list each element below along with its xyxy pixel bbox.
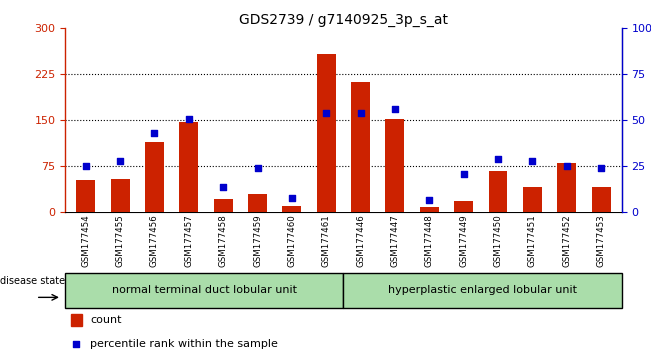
Point bbox=[424, 197, 434, 202]
Text: GSM177449: GSM177449 bbox=[459, 214, 468, 267]
Text: GSM177461: GSM177461 bbox=[322, 214, 331, 267]
Text: GSM177456: GSM177456 bbox=[150, 214, 159, 267]
Text: GSM177452: GSM177452 bbox=[562, 214, 571, 267]
Bar bbox=[523, 187, 542, 212]
Point bbox=[493, 156, 503, 162]
Text: GSM177459: GSM177459 bbox=[253, 214, 262, 267]
Point bbox=[321, 110, 331, 116]
Bar bbox=[283, 206, 301, 212]
Bar bbox=[557, 163, 576, 212]
Bar bbox=[65, 273, 344, 308]
Bar bbox=[179, 121, 199, 212]
Text: GSM177447: GSM177447 bbox=[391, 214, 400, 267]
Text: GSM177460: GSM177460 bbox=[287, 214, 296, 267]
Bar bbox=[248, 194, 267, 212]
Point bbox=[527, 158, 538, 164]
Point bbox=[149, 130, 159, 136]
Point bbox=[115, 158, 125, 164]
Text: disease state: disease state bbox=[0, 276, 65, 286]
Text: GSM177451: GSM177451 bbox=[528, 214, 537, 267]
Text: percentile rank within the sample: percentile rank within the sample bbox=[90, 339, 278, 349]
Bar bbox=[385, 119, 404, 212]
Text: GSM177448: GSM177448 bbox=[425, 214, 434, 267]
Text: GSM177453: GSM177453 bbox=[596, 214, 605, 267]
Bar bbox=[344, 273, 622, 308]
Text: GSM177458: GSM177458 bbox=[219, 214, 228, 267]
Bar bbox=[454, 201, 473, 212]
Point bbox=[596, 165, 606, 171]
Bar bbox=[111, 179, 130, 212]
Point bbox=[300, 236, 311, 242]
Text: GSM177454: GSM177454 bbox=[81, 214, 90, 267]
Bar bbox=[145, 142, 164, 212]
Point bbox=[184, 116, 194, 121]
Text: GSM177450: GSM177450 bbox=[493, 214, 503, 267]
Bar bbox=[76, 181, 95, 212]
Point bbox=[286, 195, 297, 200]
Bar bbox=[488, 171, 508, 212]
Text: GSM177457: GSM177457 bbox=[184, 214, 193, 267]
Title: GDS2739 / g7140925_3p_s_at: GDS2739 / g7140925_3p_s_at bbox=[239, 13, 448, 27]
Bar bbox=[351, 82, 370, 212]
Bar bbox=[420, 207, 439, 212]
Bar bbox=[214, 199, 232, 212]
Bar bbox=[317, 54, 336, 212]
Point bbox=[390, 107, 400, 112]
Text: normal terminal duct lobular unit: normal terminal duct lobular unit bbox=[112, 285, 297, 295]
Text: hyperplastic enlarged lobular unit: hyperplastic enlarged lobular unit bbox=[388, 285, 577, 295]
Point bbox=[218, 184, 229, 189]
Point bbox=[458, 171, 469, 177]
Point bbox=[81, 164, 91, 169]
Point bbox=[562, 164, 572, 169]
Text: GSM177446: GSM177446 bbox=[356, 214, 365, 267]
Text: count: count bbox=[90, 315, 122, 325]
Point bbox=[253, 165, 263, 171]
Bar bbox=[592, 187, 611, 212]
Point bbox=[355, 110, 366, 116]
Bar bbox=[71, 314, 82, 326]
Text: GSM177455: GSM177455 bbox=[116, 214, 124, 267]
